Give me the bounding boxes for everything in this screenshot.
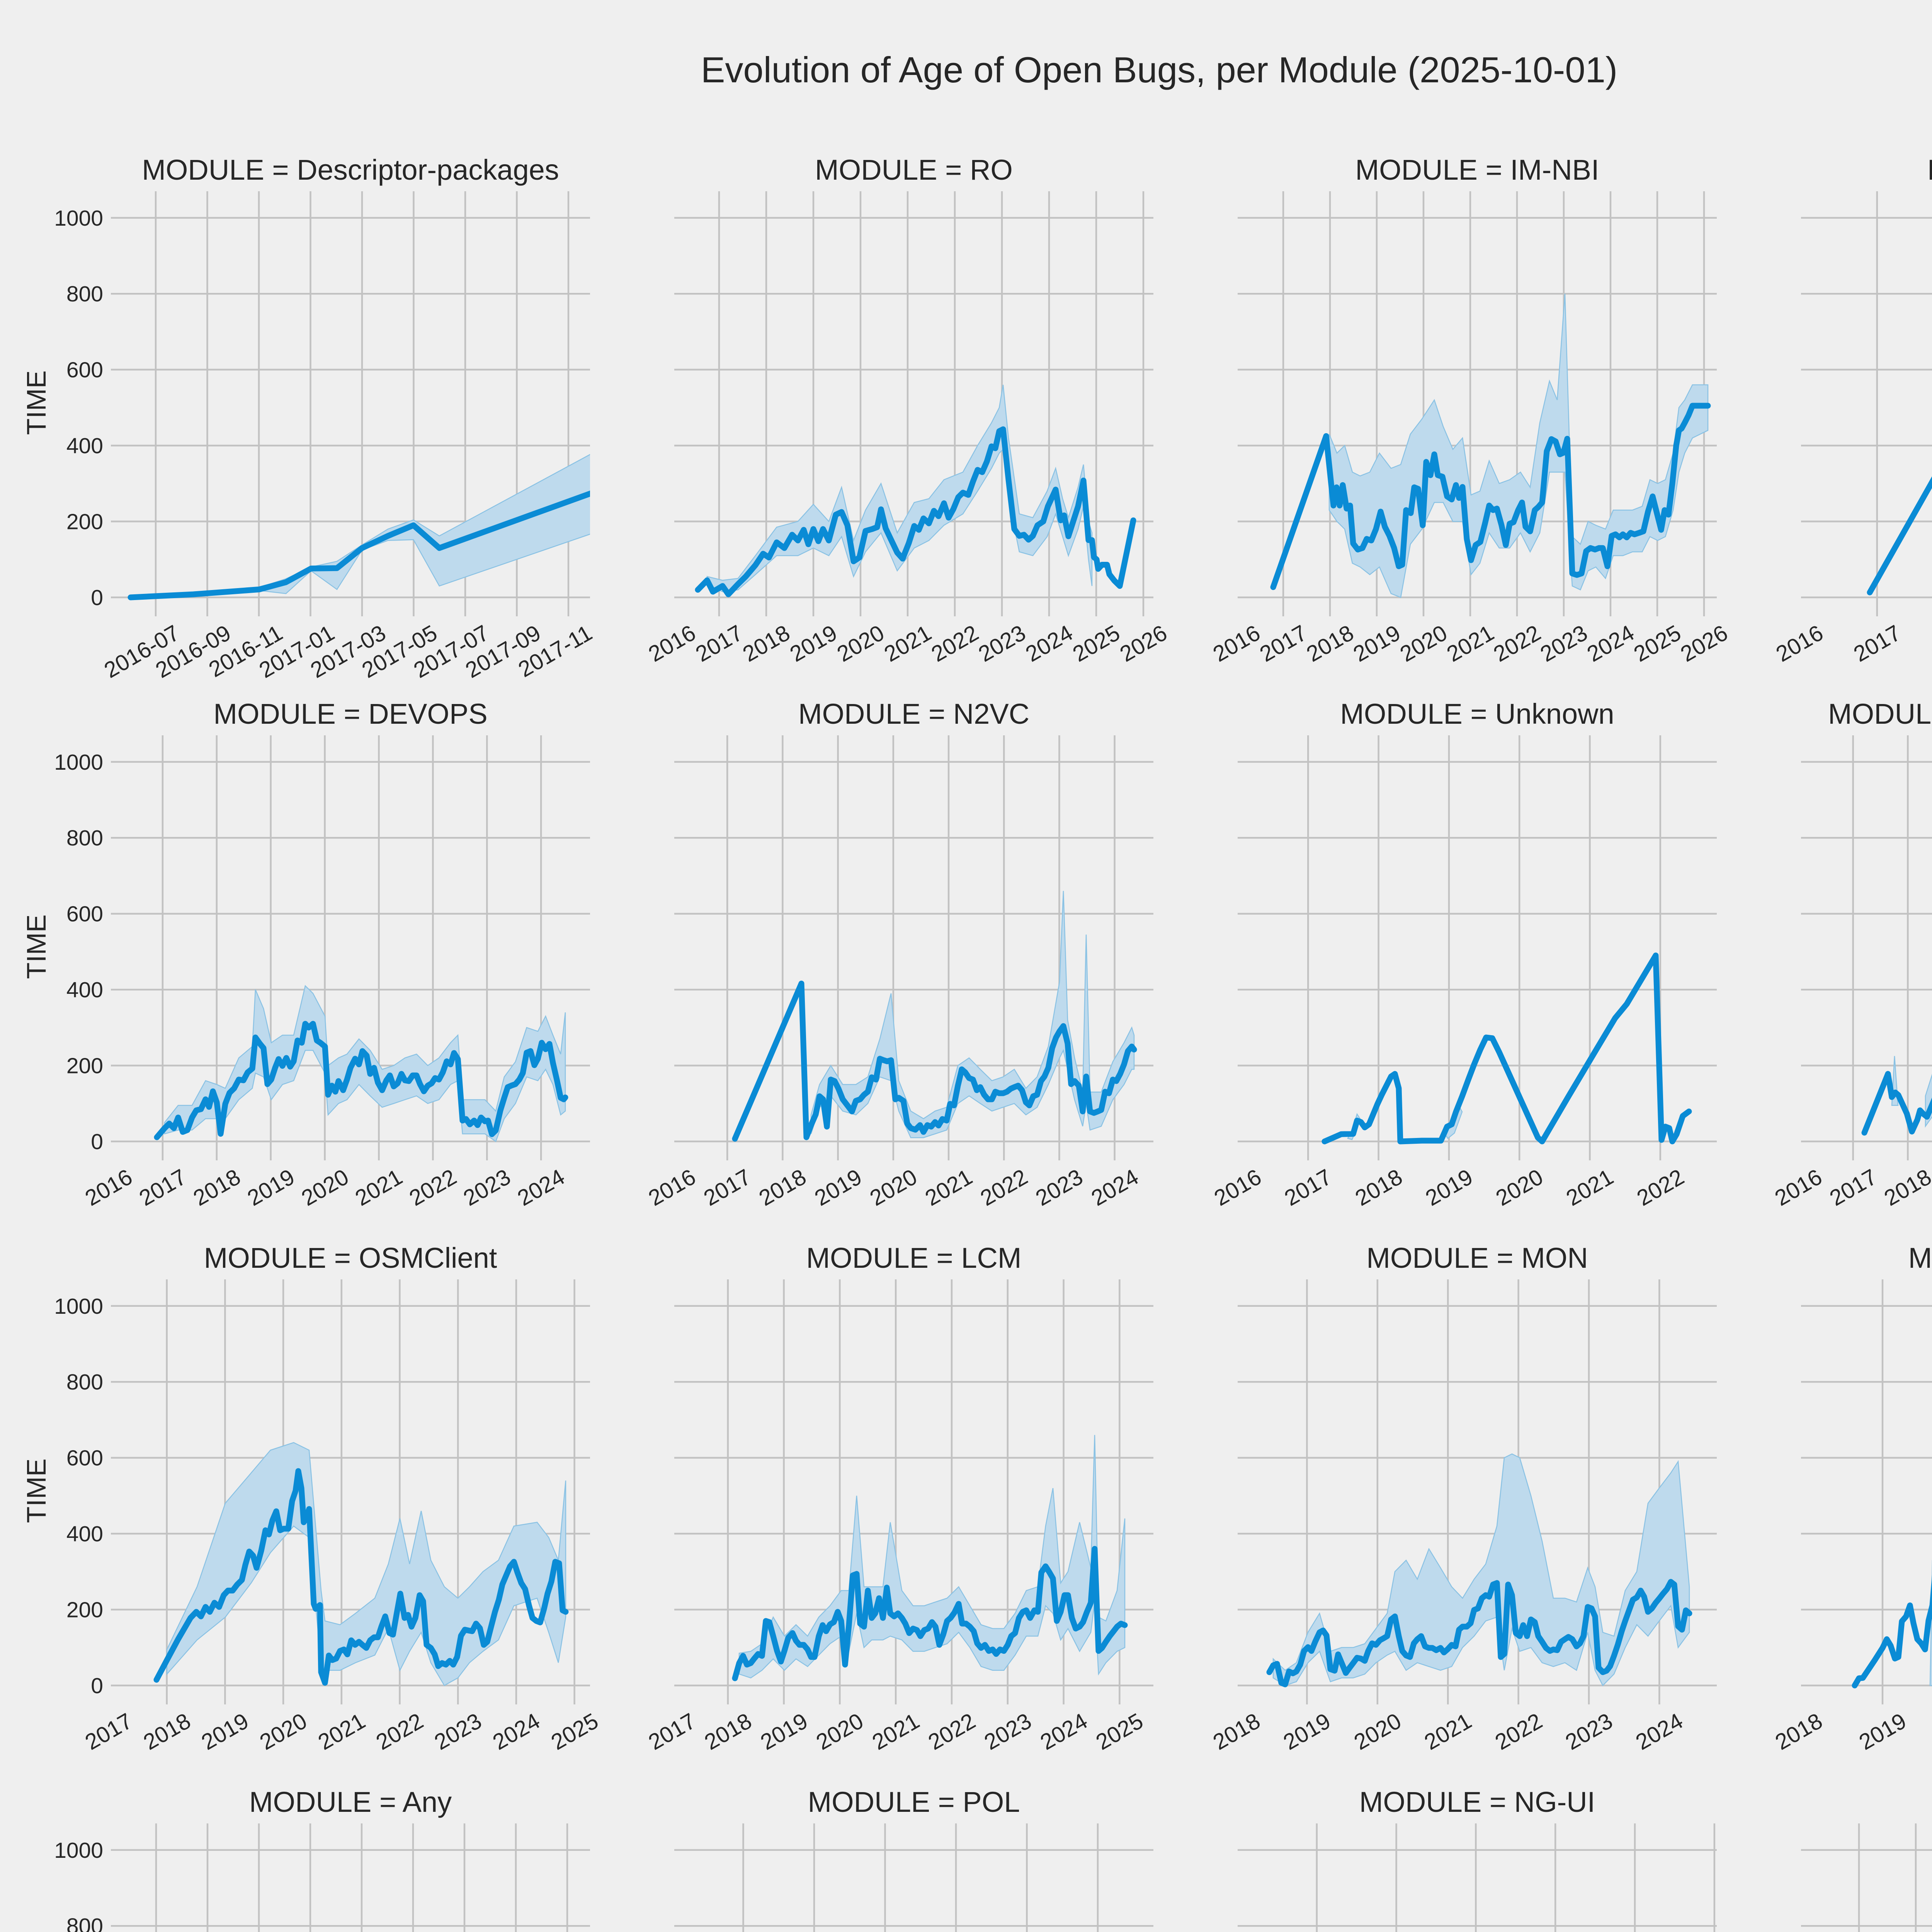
svg-text:200: 200 — [66, 510, 103, 534]
svg-text:800: 800 — [66, 282, 103, 306]
svg-text:200: 200 — [66, 1054, 103, 1078]
svg-text:400: 400 — [66, 978, 103, 1002]
svg-text:MODULE = RO: MODULE = RO — [815, 154, 1013, 186]
svg-text:1000: 1000 — [54, 750, 103, 775]
svg-text:MODULE = DEVOPS: MODULE = DEVOPS — [213, 698, 487, 730]
svg-text:Evolution of Age of Open Bugs,: Evolution of Age of Open Bugs, per Modul… — [701, 49, 1617, 90]
svg-text:400: 400 — [66, 434, 103, 458]
svg-text:800: 800 — [66, 826, 103, 850]
svg-text:TIME: TIME — [21, 1458, 51, 1523]
svg-text:MODULE = Any: MODULE = Any — [249, 1786, 452, 1818]
svg-text:MODULE = MON: MODULE = MON — [1366, 1242, 1588, 1274]
svg-text:0: 0 — [91, 585, 103, 610]
svg-text:600: 600 — [66, 902, 103, 927]
svg-text:MODULE = Documentation / Wiki: MODULE = Documentation / Wiki — [1828, 698, 1932, 730]
svg-text:MODULE = OSMClient: MODULE = OSMClient — [204, 1242, 497, 1274]
svg-text:600: 600 — [66, 1446, 103, 1471]
svg-text:800: 800 — [66, 1370, 103, 1395]
svg-text:TIME: TIME — [21, 914, 51, 979]
svg-text:1000: 1000 — [54, 1838, 103, 1863]
svg-text:MODULE = LCM: MODULE = LCM — [806, 1242, 1021, 1274]
svg-text:200: 200 — [66, 1598, 103, 1622]
svg-text:MODULE = Descriptor-packages: MODULE = Descriptor-packages — [142, 154, 559, 186]
svg-text:MODULE = IM-NBI: MODULE = IM-NBI — [1355, 154, 1599, 186]
svg-text:800: 800 — [66, 1914, 103, 1932]
svg-text:0: 0 — [91, 1129, 103, 1154]
svg-text:400: 400 — [66, 1522, 103, 1546]
svg-text:MODULE = Other: MODULE = Other — [1927, 154, 1932, 186]
svg-text:TIME: TIME — [21, 370, 51, 435]
svg-text:600: 600 — [66, 358, 103, 383]
svg-text:MODULE = NG-UI: MODULE = NG-UI — [1359, 1786, 1595, 1818]
svg-text:MODULE = N2VC: MODULE = N2VC — [798, 698, 1029, 730]
svg-text:0: 0 — [91, 1673, 103, 1698]
svg-text:MODULE = Unknown: MODULE = Unknown — [1340, 698, 1614, 730]
svg-text:1000: 1000 — [54, 1294, 103, 1319]
svg-text:MODULE = POL: MODULE = POL — [808, 1786, 1020, 1818]
svg-text:1000: 1000 — [54, 206, 103, 231]
svg-text:MODULE = common: MODULE = common — [1908, 1242, 1932, 1274]
